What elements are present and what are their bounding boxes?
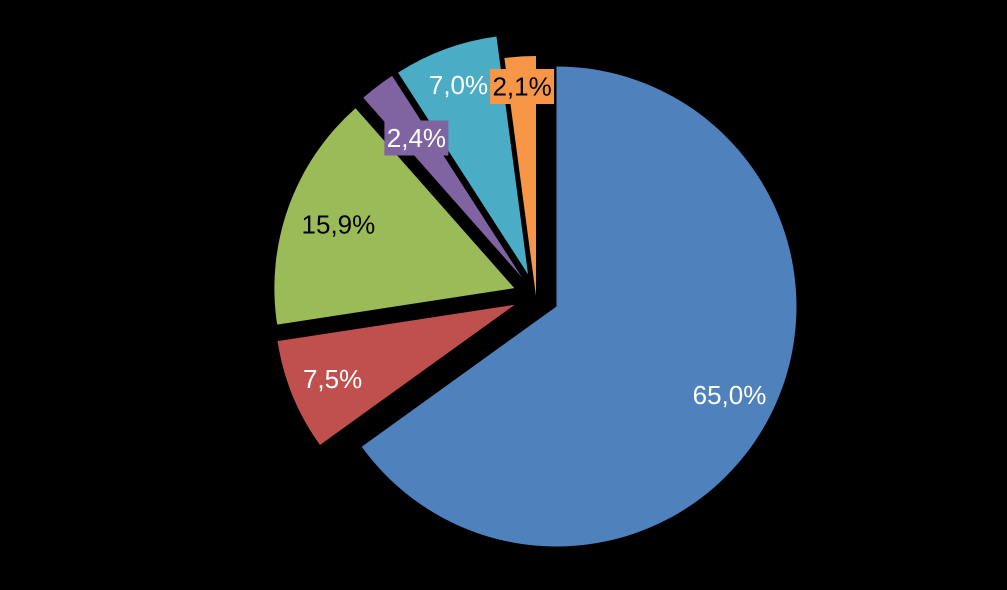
slice-label-1: 65,0% — [693, 380, 767, 410]
slice-label-6: 2,1% — [492, 72, 551, 102]
slice-label-box-4 — [384, 120, 449, 156]
slice-label-3: 15,9% — [302, 209, 376, 239]
pie-slice-3 — [274, 108, 515, 325]
pie-slice-1 — [361, 66, 797, 547]
pie-slice-2 — [277, 304, 515, 445]
slice-label-4: 2,4% — [387, 123, 446, 153]
slice-label-2: 7,5% — [303, 364, 362, 394]
pie-slice-6 — [504, 56, 536, 296]
slice-label-box-6 — [490, 69, 555, 104]
slice-label-5: 7,0% — [429, 70, 488, 100]
